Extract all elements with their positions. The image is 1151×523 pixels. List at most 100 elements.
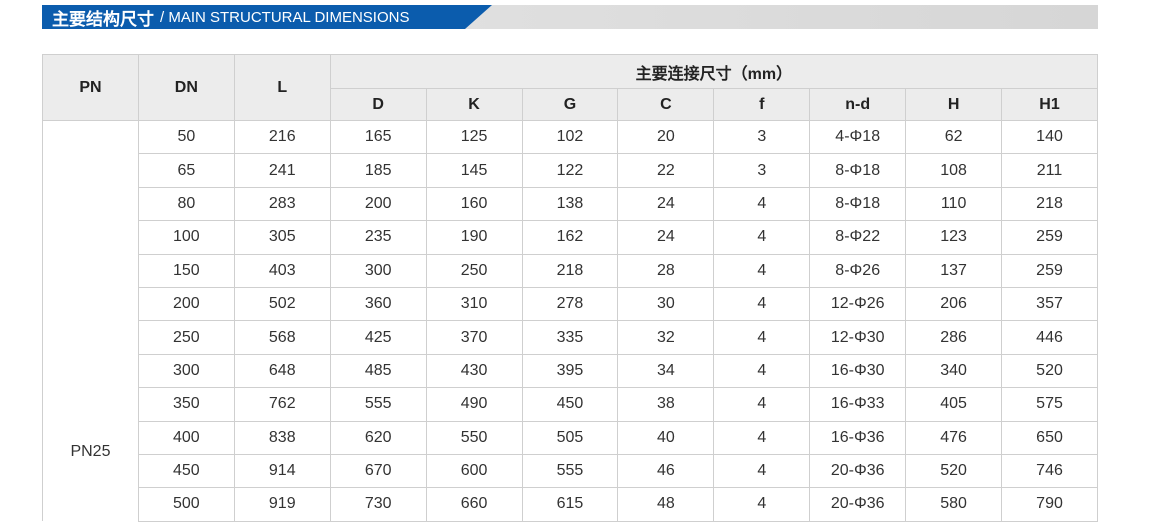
table-cell: 357 xyxy=(1001,286,1098,322)
table-cell: 108 xyxy=(905,153,1003,188)
header-d: D xyxy=(329,88,427,121)
pn-cell: PN25 xyxy=(42,120,139,522)
table-cell: 185 xyxy=(329,153,427,188)
table-cell: 122 xyxy=(521,153,619,188)
table-cell: 50 xyxy=(137,119,235,155)
table-row: 400 838 620 550 505 40 4 16-Φ36 476 650 xyxy=(43,420,1098,455)
table-cell: 38 xyxy=(617,387,715,422)
table-cell: 490 xyxy=(425,387,523,422)
table-cell: 360 xyxy=(329,286,427,322)
section-title: 主要结构尺寸 / MAIN STRUCTURAL DIMENSIONS xyxy=(42,5,492,29)
table-cell: 24 xyxy=(617,186,715,222)
table-cell: 12-Φ30 xyxy=(809,320,907,355)
table-cell: 20 xyxy=(617,119,715,155)
table-cell: 762 xyxy=(233,387,331,422)
table-cell: 8-Φ22 xyxy=(809,220,907,255)
table-cell: 32 xyxy=(617,320,715,355)
table-cell: 140 xyxy=(1001,119,1098,155)
header-dn: DN xyxy=(137,54,235,121)
table-cell: 150 xyxy=(137,253,235,288)
table-cell: 20-Φ36 xyxy=(809,453,907,489)
table-row: 100 305 235 190 162 24 4 8-Φ22 123 259 xyxy=(43,220,1098,255)
table-cell: 4 xyxy=(713,487,811,522)
header-c: C xyxy=(617,88,715,121)
table-cell: 600 xyxy=(425,453,523,489)
title-chinese: 主要结构尺寸 xyxy=(52,9,154,30)
table-cell: 16-Φ36 xyxy=(809,420,907,455)
table-row: 450 914 670 600 555 46 4 20-Φ36 520 746 xyxy=(43,453,1098,489)
table-cell: 502 xyxy=(233,286,331,322)
table-cell: 485 xyxy=(329,353,427,389)
table-cell: 403 xyxy=(233,253,331,288)
table-cell: 520 xyxy=(905,453,1003,489)
table-cell: 250 xyxy=(425,253,523,288)
table-cell: 615 xyxy=(521,487,619,522)
table-cell: 476 xyxy=(905,420,1003,455)
table-cell: 34 xyxy=(617,353,715,389)
table-cell: 4 xyxy=(713,253,811,288)
table-cell: 65 xyxy=(137,153,235,188)
table-cell: 206 xyxy=(905,286,1003,322)
header-h1: H1 xyxy=(1001,88,1098,121)
table-cell: 259 xyxy=(1001,220,1098,255)
table-cell: 405 xyxy=(905,387,1003,422)
table-cell: 4 xyxy=(713,286,811,322)
table-cell: 838 xyxy=(233,420,331,455)
table-cell: 450 xyxy=(521,387,619,422)
table-cell: 620 xyxy=(329,420,427,455)
table-cell: 450 xyxy=(137,453,235,489)
table-cell: 12-Φ26 xyxy=(809,286,907,322)
table-cell: 102 xyxy=(521,119,619,155)
table-cell: 8-Φ18 xyxy=(809,186,907,222)
table-row: 200 502 360 310 278 30 4 12-Φ26 206 357 xyxy=(43,286,1098,322)
table-row: 300 648 485 430 395 34 4 16-Φ30 340 520 xyxy=(43,353,1098,389)
table-cell: 216 xyxy=(233,119,331,155)
table-cell: 4 xyxy=(713,353,811,389)
table-cell: 4 xyxy=(713,186,811,222)
section-title-bar: 主要结构尺寸 / MAIN STRUCTURAL DIMENSIONS xyxy=(42,5,1098,29)
table-cell: 278 xyxy=(521,286,619,322)
table-row: 80 283 200 160 138 24 4 8-Φ18 110 218 xyxy=(43,186,1098,222)
header-g: G xyxy=(521,88,619,121)
table-cell: 16-Φ33 xyxy=(809,387,907,422)
table-cell: 40 xyxy=(617,420,715,455)
table-cell: 914 xyxy=(233,453,331,489)
table-cell: 430 xyxy=(425,353,523,389)
table-row: 350 762 555 490 450 38 4 16-Φ33 405 575 xyxy=(43,387,1098,422)
table-cell: 340 xyxy=(905,353,1003,389)
table-cell: 100 xyxy=(137,220,235,255)
table-row: 500 919 730 660 615 48 4 20-Φ36 580 790 xyxy=(43,487,1098,522)
table-cell: 555 xyxy=(329,387,427,422)
table-cell: 575 xyxy=(1001,387,1098,422)
table-cell: 790 xyxy=(1001,487,1098,522)
table-cell: 24 xyxy=(617,220,715,255)
table-cell: 160 xyxy=(425,186,523,222)
table-cell: 395 xyxy=(521,353,619,389)
header-f: f xyxy=(713,88,811,121)
table-cell: 259 xyxy=(1001,253,1098,288)
table-cell: 919 xyxy=(233,487,331,522)
table-cell: 8-Φ18 xyxy=(809,153,907,188)
table-cell: 400 xyxy=(137,420,235,455)
table-cell: 4 xyxy=(713,453,811,489)
table-cell: 3 xyxy=(713,153,811,188)
table-cell: 4 xyxy=(713,387,811,422)
table-cell: 211 xyxy=(1001,153,1098,188)
table-cell: 200 xyxy=(137,286,235,322)
table-cell: 30 xyxy=(617,286,715,322)
table-cell: 310 xyxy=(425,286,523,322)
table-cell: 670 xyxy=(329,453,427,489)
table-cell: 425 xyxy=(329,320,427,355)
table-cell: 648 xyxy=(233,353,331,389)
table-cell: 8-Φ26 xyxy=(809,253,907,288)
table-cell: 250 xyxy=(137,320,235,355)
table-cell: 520 xyxy=(1001,353,1098,389)
table-cell: 162 xyxy=(521,220,619,255)
table-cell: 370 xyxy=(425,320,523,355)
table-row: 65 241 185 145 122 22 3 8-Φ18 108 211 xyxy=(43,153,1098,188)
table-cell: 145 xyxy=(425,153,523,188)
header-n-d: n-d xyxy=(809,88,907,121)
table-cell: 300 xyxy=(329,253,427,288)
table-cell: 235 xyxy=(329,220,427,255)
